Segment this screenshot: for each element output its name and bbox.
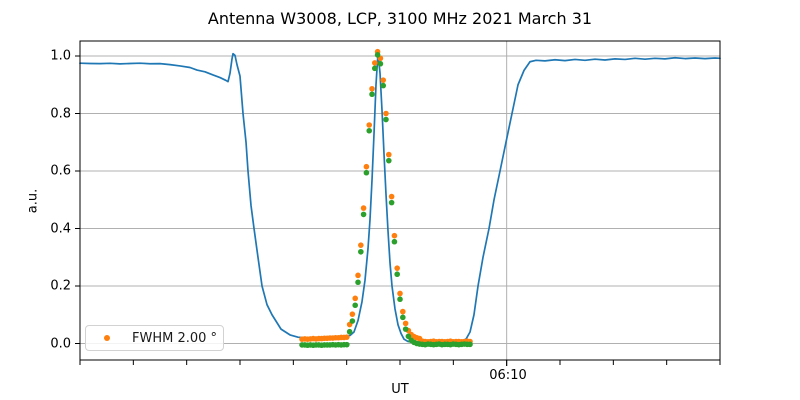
axis-ticks	[75, 55, 721, 366]
scan-data-points-point	[349, 318, 356, 324]
y-tick-label: 0.2	[50, 278, 71, 294]
scan-data-points-point	[355, 279, 361, 286]
scan-data-points-point	[402, 326, 409, 332]
gaussian-fit-point	[358, 242, 364, 248]
series-antenna-scan	[79, 52, 721, 343]
gaussian-fit-point	[397, 290, 403, 297]
y-tick-label: 0.6	[50, 163, 71, 179]
gaussian-fit-point	[394, 265, 400, 271]
scan-data-points-point	[363, 169, 370, 176]
x-axis-label: UT	[391, 382, 409, 397]
scan-data-points-point	[394, 271, 400, 278]
scan-data-points-point	[377, 60, 384, 67]
legend-marker-dot-icon	[104, 335, 110, 341]
gaussian-fit-point	[371, 60, 378, 66]
y-tick-label: 0.0	[50, 336, 71, 351]
gaussian-fit-point	[400, 308, 406, 315]
gaussian-fit-point	[352, 295, 359, 302]
y-axis-label: a.u.	[25, 188, 41, 214]
gaussian-fit-point	[386, 151, 392, 158]
gaussian-fit-point	[355, 272, 361, 279]
y-tick-label: 1.0	[50, 48, 71, 64]
legend-box: FWHM 2.00 °	[85, 325, 224, 351]
legend-label: FWHM 2.00 °	[132, 330, 218, 346]
y-tick-label: 0.8	[50, 106, 71, 121]
scan-data-points-point	[467, 341, 473, 348]
scan-data-points-point	[400, 314, 406, 321]
gaussian-fit-point	[391, 232, 398, 239]
scan-data-points-point	[388, 199, 395, 206]
scan-data-points-point	[358, 248, 364, 255]
scan-data-points-point	[371, 65, 378, 72]
gaussian-fit-point	[402, 320, 409, 327]
gaussian-fit-point	[383, 110, 389, 117]
scan-data-points-point	[383, 116, 389, 123]
gaussian-fit-point	[380, 77, 387, 83]
gaussian-fit-point	[369, 85, 375, 92]
scan-data-points-point	[405, 333, 412, 340]
scan-line	[79, 52, 721, 343]
scan-data-points-point	[366, 127, 373, 134]
scan-data-points-point	[397, 296, 403, 303]
scan-data-points-point	[352, 302, 359, 309]
series-layer	[79, 48, 721, 349]
scan-data-points-point	[386, 157, 392, 164]
scan-data-points-point	[374, 52, 381, 58]
gaussian-fit-point	[366, 122, 373, 128]
scan-data-points-point	[380, 82, 387, 89]
gaussian-fit-point	[349, 311, 356, 317]
y-tick-label: 0.4	[50, 221, 71, 236]
gaussian-fit-point	[344, 334, 350, 340]
scan-data-points-point	[346, 328, 353, 335]
scan-data-points-point	[344, 341, 350, 348]
gridlines	[80, 41, 720, 360]
chart-title: Antenna W3008, LCP, 3100 MHz 2021 March …	[207, 9, 593, 28]
x-tick-label-0610: 06:10	[489, 368, 527, 383]
gaussian-fit-point	[388, 193, 395, 200]
plot-border	[79, 40, 721, 361]
series-scan-data-points	[299, 52, 473, 349]
gaussian-fit-point	[360, 205, 367, 211]
scan-data-points-point	[360, 211, 367, 218]
scan-data-points-point	[391, 238, 398, 245]
scan-data-points-point	[369, 91, 375, 98]
gaussian-fit-point	[363, 163, 370, 170]
